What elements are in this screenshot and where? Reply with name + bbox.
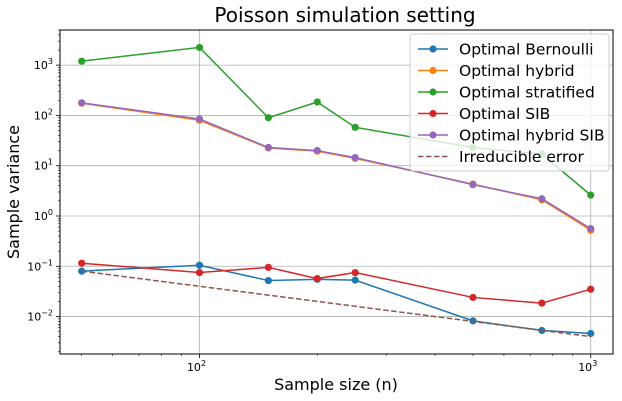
data-point: [313, 98, 321, 106]
data-point: [78, 259, 86, 267]
data-point: [351, 276, 359, 284]
data-point: [351, 123, 359, 131]
series-optimal-sib: [78, 259, 595, 307]
legend-item: Optimal hybrid: [418, 62, 575, 80]
legend-label: Optimal Bernoulli: [459, 41, 594, 59]
series-line: [81, 102, 592, 230]
data-point: [195, 268, 204, 277]
legend-marker: [429, 109, 437, 118]
data-point: [313, 146, 321, 155]
data-point: [195, 43, 204, 52]
y-tick-label: 101: [34, 158, 53, 173]
legend-label: Irreducible error: [459, 148, 584, 166]
y-axis-label: Sample variance: [4, 125, 23, 259]
series-line: [81, 262, 591, 304]
legend-marker: [429, 131, 437, 139]
y-tick-label: 10−2: [27, 309, 53, 324]
data-point: [78, 57, 86, 65]
data-point: [587, 191, 595, 199]
legend-item: Optimal hybrid SIB: [418, 127, 605, 145]
data-point: [538, 326, 546, 335]
data-point: [78, 99, 86, 107]
legend-marker: [429, 66, 437, 75]
y-tick-label: 103: [34, 57, 53, 72]
data-point: [264, 276, 272, 285]
legend-marker: [429, 45, 437, 53]
data-point: [587, 329, 595, 338]
data-point: [469, 181, 477, 189]
legend-label: Optimal stratified: [459, 84, 595, 102]
data-point: [587, 225, 595, 233]
legend-item: Optimal stratified: [418, 84, 595, 102]
data-point: [538, 195, 546, 203]
data-point: [313, 274, 321, 283]
legend-label: Optimal hybrid: [459, 62, 575, 80]
axis-ticks: 102 103 10−2 10−1 100 101 102 103: [27, 29, 597, 374]
data-point: [351, 268, 359, 277]
legend-item: Optimal SIB: [418, 105, 550, 123]
data-point: [195, 261, 204, 269]
legend-marker: [429, 88, 437, 96]
x-tick-label: 103: [578, 359, 597, 374]
legend: Optimal Bernoulli Optimal hybrid Optimal s…: [409, 33, 610, 172]
data-point: [195, 115, 204, 123]
legend-item: Optimal Bernoulli: [418, 41, 594, 59]
series-optimal-bernoulli: [78, 261, 595, 338]
legend-label: Optimal SIB: [459, 105, 550, 123]
chart-title: Poisson simulation setting: [214, 3, 475, 27]
data-point: [469, 293, 477, 302]
data-point: [351, 153, 359, 162]
series-line: [81, 270, 591, 338]
series-optimal-hybrid-sib: [78, 99, 595, 233]
data-point: [264, 143, 272, 152]
x-tick-label: 102: [187, 359, 206, 374]
y-tick-label: 102: [34, 107, 53, 122]
data-point: [587, 285, 595, 293]
legend-item: Irreducible error: [418, 148, 584, 166]
data-point: [538, 299, 546, 307]
legend-label: Optimal hybrid SIB: [459, 127, 605, 145]
legend-box: [409, 33, 610, 172]
x-axis-label: Sample size (n): [274, 375, 398, 394]
series-layer: [78, 43, 595, 338]
series-irreducible-error: [81, 270, 591, 338]
data-point: [264, 263, 272, 271]
data-point: [264, 114, 272, 122]
y-tick-label: 100: [34, 208, 53, 223]
y-tick-label: 10−1: [27, 258, 53, 273]
